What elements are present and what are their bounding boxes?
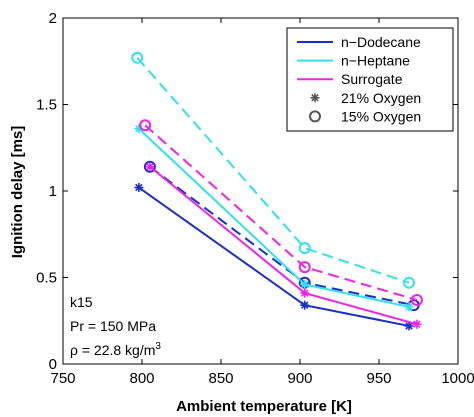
series-surrogate-15pct-point [410,293,423,306]
legend-label: 21% Oxygen [341,90,421,106]
asterisk-stroke [146,163,154,171]
asterisk-stroke [135,183,143,192]
series-n-heptane-21pct-line [138,127,410,308]
series-layer [131,51,423,331]
annotation-density-text: ρ = 22.8 kg/m [70,342,155,358]
series-n-heptane-15pct-point [131,51,144,64]
series-n-heptane-21pct-point [300,279,310,289]
legend: n−Dodecane n−Heptane Surrogate 21% Oxygen 15… [286,27,454,132]
series-n-dodecane-15pct-point [143,160,156,173]
x-tick-label: 900 [287,370,312,387]
series-surrogate-21pct-point [300,288,310,298]
y-tick-label: 1 [49,183,57,200]
legend-label: n−Dodecane [341,34,421,50]
asterisk-stroke [405,303,413,311]
legend-label: 15% Oxygen [341,108,421,124]
annotation-block: k15 Pr = 150 MPa ρ = 22.8 kg/m3 [70,294,161,358]
series-surrogate-15pct-point [298,261,311,274]
series-n-heptane-15pct-point [298,242,311,255]
y-axis-label: Ignition delay [ms] [9,126,26,259]
annotation-density-superscript: 3 [155,341,161,352]
series-surrogate-15pct-line [144,124,418,301]
y-tick-label: 0.5 [36,270,57,287]
x-tick-label: 750 [50,370,75,387]
series-surrogate-15pct-point [139,119,152,132]
asterisk-stroke [300,280,309,289]
ticks-layer: 750 800 850 900 950 1000 0 0.5 1 1.5 2 [36,10,474,387]
annotation-pressure: Pr = 150 MPa [70,318,156,334]
x-axis-label: Ambient temperature [K] [176,398,352,415]
legend-label: n−Heptane [341,53,410,69]
series-n-dodecane-15pct-line [149,165,414,307]
series-n-dodecane-21pct-point [300,300,310,310]
x-tick-label: 800 [129,370,154,387]
asterisk-stroke [405,322,413,330]
asterisk-stroke [311,94,319,102]
x-tick-label: 850 [208,370,233,387]
y-tick-label: 1.5 [36,97,57,114]
series-n-dodecane-21pct-point [134,183,144,193]
asterisk-stroke [413,320,421,328]
legend-asterisk-marker [310,93,320,103]
y-tick-label: 2 [49,10,57,27]
annotation-k15: k15 [70,294,93,310]
y-tick-label: 0 [49,356,57,373]
asterisk-stroke [300,301,309,309]
series-surrogate-21pct-point [145,162,155,172]
x-tick-label: 950 [366,370,391,387]
series-surrogate-21pct-point [412,319,422,329]
legend-circle-marker [309,110,321,123]
x-tick-label: 1000 [441,370,474,387]
asterisk-stroke [300,289,309,297]
legend-label: Surrogate [341,71,403,87]
series-n-heptane-15pct-line [136,57,410,284]
series-n-heptane-21pct-point [404,302,414,312]
annotation-density: ρ = 22.8 kg/m3 [70,341,161,358]
series-n-heptane-15pct-point [403,276,416,289]
